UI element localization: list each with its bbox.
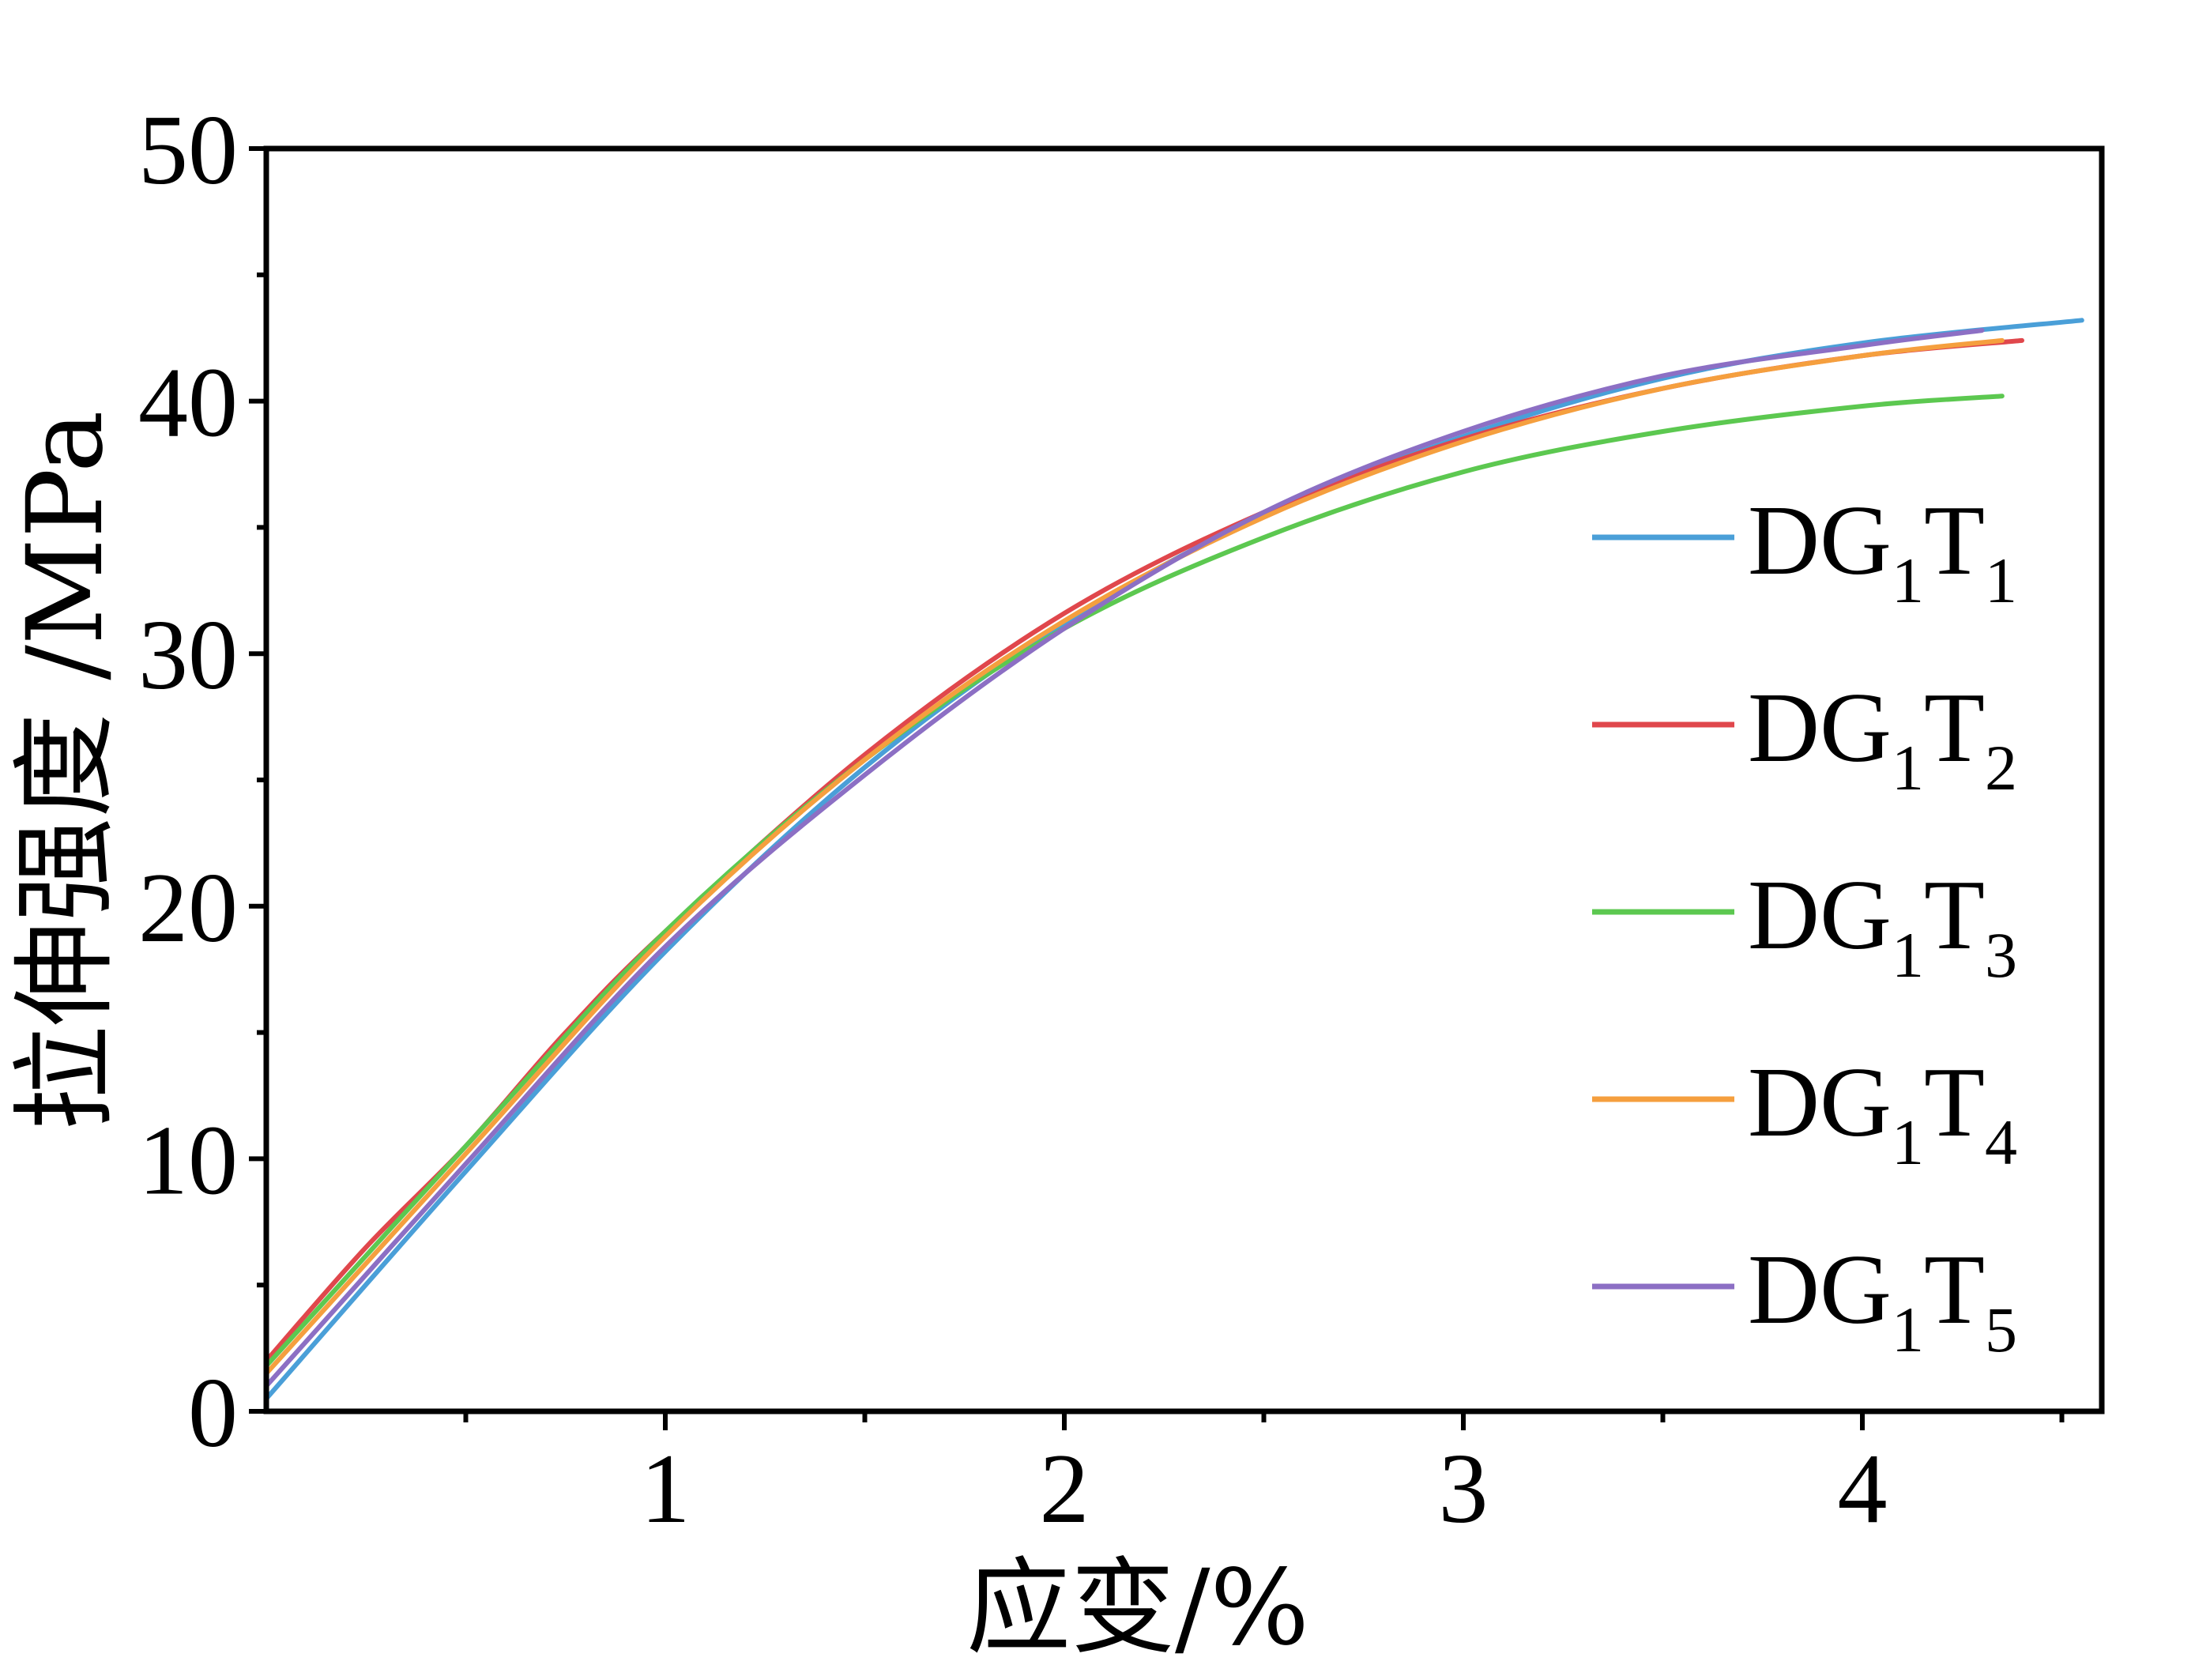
series-line-4 (264, 337, 2005, 1377)
legend-label: DG1T4 (1748, 1048, 2017, 1178)
legend-label: DG1T1 (1748, 486, 2017, 616)
x-tick-label: 4 (1838, 1434, 1888, 1544)
x-axis: 1 2 3 4 (463, 1411, 2065, 1544)
legend-item-1: DG1T1 (1592, 486, 2017, 616)
x-tick-label: 2 (1040, 1434, 1090, 1544)
x-axis-title: 应变/% (966, 1547, 1309, 1669)
y-axis: 0 10 20 30 40 50 (138, 96, 266, 1468)
legend-label: DG1T3 (1748, 861, 2017, 991)
legend-item-4: DG1T4 (1592, 1048, 2017, 1178)
legend-label: DG1T2 (1748, 673, 2017, 804)
legend: DG1T1 DG1T2 DG1T3 DG1T4 DG1T5 (1592, 486, 2017, 1365)
y-tick-label: 40 (138, 348, 238, 458)
series-layer (264, 318, 2084, 1401)
y-axis-title: 拉伸强度 /MPa (5, 410, 126, 1130)
legend-item-2: DG1T2 (1592, 673, 2017, 804)
series-line-3 (264, 394, 2005, 1369)
series-line-5 (264, 328, 1985, 1388)
legend-item-3: DG1T3 (1592, 861, 2017, 991)
legend-item-5: DG1T5 (1592, 1235, 2017, 1365)
y-tick-label: 20 (138, 853, 238, 963)
y-tick-label: 0 (188, 1358, 238, 1468)
x-tick-label: 3 (1439, 1434, 1489, 1544)
y-tick-label: 30 (138, 601, 238, 710)
x-tick-label: 1 (641, 1434, 691, 1544)
y-tick-label: 10 (138, 1106, 238, 1215)
legend-label: DG1T5 (1748, 1235, 2017, 1365)
y-tick-label: 50 (138, 96, 238, 205)
